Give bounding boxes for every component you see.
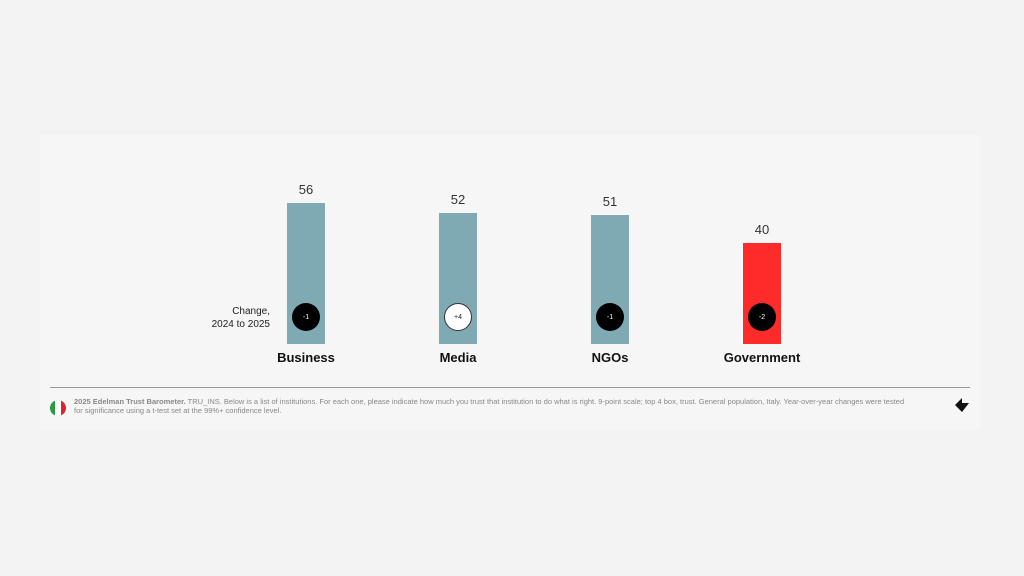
- change-label-line2: 2024 to 2025: [211, 319, 270, 330]
- footer-divider: [50, 387, 970, 388]
- change-label: Change, 2024 to 2025: [180, 305, 270, 331]
- value-label: 56: [298, 181, 314, 197]
- category-label: Government: [723, 350, 801, 365]
- footnote-text: TRU_INS. Below is a list of institutions…: [74, 397, 905, 415]
- change-badge: -1: [292, 303, 320, 331]
- value-label: 40: [754, 222, 770, 238]
- category-label: Media: [439, 350, 477, 365]
- value-label: 51: [602, 194, 618, 210]
- change-badge: -1: [596, 303, 624, 331]
- change-badge: -2: [748, 303, 776, 331]
- italy-flag-icon: [50, 400, 66, 416]
- value-label: 52: [450, 191, 466, 207]
- category-label: NGOs: [591, 350, 629, 365]
- footnote-source: 2025 Edelman Trust Barometer.: [74, 397, 186, 406]
- edelman-logo-icon: [955, 398, 969, 412]
- change-badge: +4: [444, 303, 472, 331]
- footnote: 2025 Edelman Trust Barometer. TRU_INS. B…: [74, 397, 914, 415]
- change-label-line1: Change,: [232, 306, 270, 317]
- category-label: Business: [277, 350, 335, 365]
- chart-panel: [40, 135, 980, 430]
